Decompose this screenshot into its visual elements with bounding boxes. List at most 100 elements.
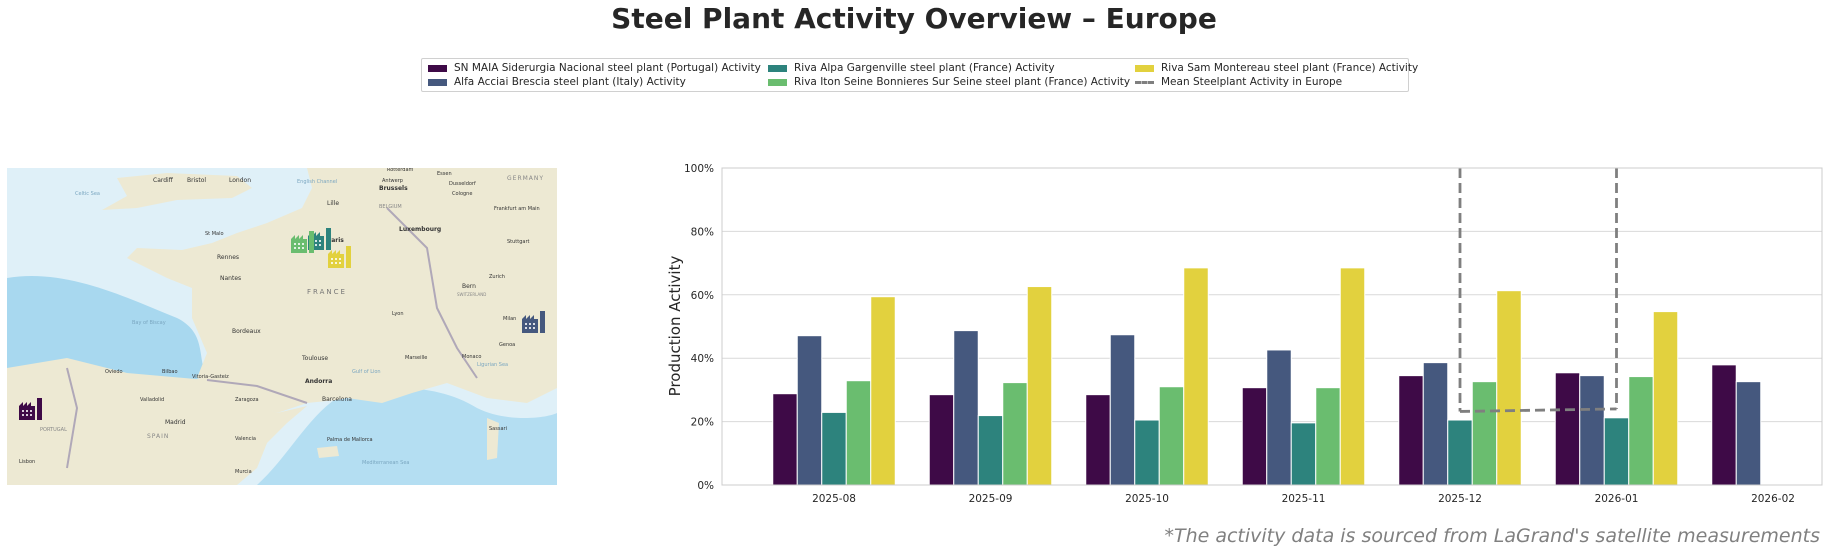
bar [977, 415, 1004, 486]
map-label: Mediterranean Sea [362, 460, 409, 466]
bar [1241, 387, 1268, 486]
map-label: Zaragoza [235, 397, 259, 403]
land-corsica-sardinia [487, 418, 499, 460]
mean-line-segment [1459, 407, 1617, 413]
map-label: Zurich [489, 274, 505, 280]
factory-icon-riva-sam[interactable] [328, 246, 351, 268]
legend-dash-line [1135, 80, 1154, 84]
map-label: PORTUGAL [40, 427, 67, 433]
y-tick-label: 0% [697, 480, 714, 492]
legend-swatch [768, 64, 787, 72]
bar [1315, 387, 1341, 486]
map-label: Toulouse [301, 355, 328, 362]
bar [928, 394, 955, 486]
map-label: Frankfurt am Main [494, 206, 540, 212]
legend-label: Riva Alpa Gargenville steel plant (Franc… [794, 62, 1055, 74]
factory-icon-sn-maia[interactable] [19, 398, 42, 420]
x-tick-label: 2025-10 [1125, 493, 1169, 505]
map-label: Murcia [235, 469, 252, 475]
map-label: Marseille [405, 355, 427, 361]
bars [772, 267, 1762, 486]
legend-label: Riva Sam Montereau steel plant (France) … [1161, 62, 1419, 74]
legend: SN MAIA Siderurgia Nacional steel plant … [421, 58, 1418, 92]
bar [1554, 372, 1581, 486]
map-label: Cologne [452, 191, 472, 197]
bar [1085, 394, 1111, 486]
factory-icon-alfa-acciai[interactable] [522, 311, 545, 333]
bar [1398, 375, 1424, 486]
map-label: SPAIN [147, 433, 169, 440]
bar [1628, 376, 1654, 486]
legend-label: Alfa Acciai Brescia steel plant (Italy) … [454, 76, 686, 88]
bar [1002, 382, 1028, 486]
grid-lines [722, 167, 1822, 486]
legend-label: Riva Iton Seine Bonnieres Sur Seine stee… [794, 76, 1131, 88]
bar [1735, 381, 1762, 486]
factory-icon-riva-iton[interactable] [291, 231, 314, 253]
bar [1496, 290, 1522, 486]
y-tick-label: 40% [691, 353, 714, 365]
legend-item-alfa-acciai: Alfa Acciai Brescia steel plant (Italy) … [428, 76, 686, 88]
map-label: Bern [462, 283, 476, 290]
bar [1603, 417, 1630, 486]
y-tick-label: 80% [691, 226, 714, 238]
bar [1290, 422, 1317, 486]
bar [953, 330, 979, 486]
map-label: Sassari [489, 426, 507, 432]
map-label: Rotterdam [387, 168, 414, 173]
map-label: Lisbon [19, 459, 35, 465]
map-label: BELGIUM [379, 204, 402, 210]
land-england [102, 173, 252, 210]
legend-item-mean: Mean Steelplant Activity in Europe [1135, 76, 1342, 88]
map-label: Bilbao [162, 369, 178, 375]
x-tick-label: 2025-11 [1282, 493, 1326, 505]
map-label: London [229, 177, 251, 184]
legend-item-riva-iton: Riva Iton Seine Bonnieres Sur Seine stee… [768, 76, 1130, 88]
map-label: Stuttgart [507, 239, 530, 245]
bar [1711, 364, 1737, 486]
x-tick-label: 2025-09 [969, 493, 1013, 505]
land-france-central-europe [127, 168, 557, 413]
map-label: Lyon [392, 311, 404, 317]
map-label: Madrid [165, 419, 186, 426]
bar [1109, 334, 1136, 486]
bar [845, 380, 872, 486]
legend-swatch [1135, 64, 1154, 72]
land-iberia [7, 358, 307, 485]
x-tick-label: 2025-12 [1438, 493, 1482, 505]
x-tick-labels: 2025-08 2025-09 2025-10 2025-11 2025-12 2026-… [812, 493, 1795, 505]
map-label: Oviedo [105, 369, 123, 375]
bar [1266, 349, 1292, 486]
bar [821, 411, 847, 486]
footnote: *The activity data is sourced from LaGra… [1164, 525, 1820, 547]
map-label: Ligurian Sea [477, 362, 508, 368]
bar [1026, 286, 1053, 486]
plot-frame [721, 167, 1823, 486]
bar [796, 335, 823, 486]
y-axis-label: Production Activity [666, 256, 684, 397]
bar [870, 296, 896, 486]
map-label: SWITZERLAND [457, 292, 486, 297]
legend-item-riva-alpa: Riva Alpa Gargenville steel plant (Franc… [768, 62, 1055, 74]
bar [1579, 375, 1605, 486]
legend-item-riva-sam: Riva Sam Montereau steel plant (France) … [1135, 62, 1418, 74]
bar [1422, 362, 1449, 486]
legend-item-sn-maia: SN MAIA Siderurgia Nacional steel plant … [428, 62, 761, 74]
map-label: Antwerp [382, 178, 403, 184]
map-label: GERMANY [507, 175, 544, 182]
map-label: Bordeaux [232, 328, 261, 335]
map-label: St Malo [205, 231, 224, 237]
map-label: Bay of Biscay [132, 320, 166, 326]
bar [1652, 311, 1679, 486]
bar [1447, 419, 1473, 486]
map-label: Bristol [187, 177, 206, 184]
chart-title: Steel Plant Activity Overview – Europe [611, 2, 1217, 35]
map-label: English Channel [297, 179, 337, 185]
bar [1471, 381, 1498, 486]
x-tick-label: 2026-01 [1595, 493, 1639, 505]
mediterranean-sea [257, 387, 557, 485]
border-line [386, 207, 478, 379]
legend-label: SN MAIA Siderurgia Nacional steel plant … [454, 62, 761, 74]
europe-map: Cardiff Bristol London Celtic Sea Englis… [7, 168, 557, 485]
map-label: Valladolid [140, 397, 164, 403]
